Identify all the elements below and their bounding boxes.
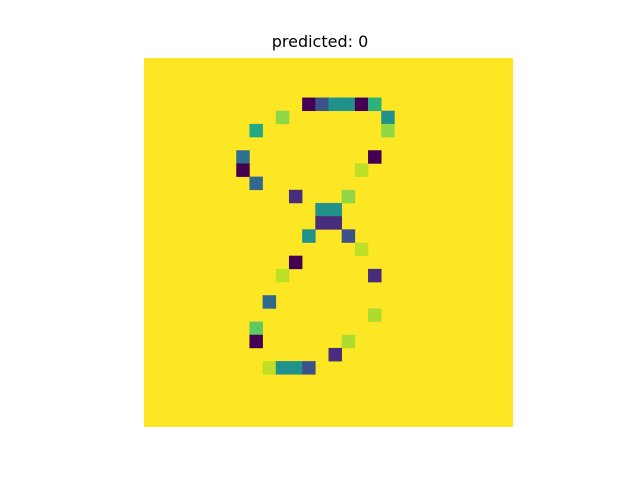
heatmap-cell (236, 163, 250, 177)
heatmap-cell (368, 308, 382, 322)
heatmap-background (144, 58, 513, 427)
heatmap-cell (341, 334, 356, 349)
heatmap-cell (275, 110, 290, 125)
heatmap-cell (341, 189, 356, 204)
heatmap-cell (315, 216, 329, 230)
heatmap-cell (368, 150, 382, 164)
heatmap-cell (288, 255, 303, 270)
heatmap-cell (249, 123, 263, 138)
heatmap-cell (249, 176, 263, 191)
heatmap-cell (354, 97, 369, 112)
heatmap-cells (236, 97, 395, 375)
heatmap-cell (341, 229, 356, 243)
heatmap-cell (315, 97, 329, 112)
heatmap-cell (302, 229, 316, 243)
heatmap-cell (368, 97, 382, 112)
heatmap-cell (328, 347, 342, 362)
chart-title: predicted: 0 (271, 32, 369, 51)
heatmap-cell (354, 163, 369, 177)
heatmap-cell (288, 361, 303, 375)
heatmap-cell (302, 97, 316, 112)
heatmap-cell (368, 268, 382, 283)
heatmap-cell (302, 361, 316, 375)
heatmap-cell (275, 268, 290, 283)
heatmap-cell (341, 97, 356, 112)
heatmap-cell (328, 97, 342, 112)
heatmap-cell (236, 150, 250, 164)
heatmap-cell (262, 361, 277, 375)
heatmap-cell (275, 361, 290, 375)
heatmap-cell (315, 202, 329, 217)
heatmap-cell (328, 216, 342, 230)
heatmap-cell (262, 295, 277, 309)
heatmap-cell (328, 202, 342, 217)
heatmap-cell (381, 110, 395, 125)
heatmap-cell (381, 123, 395, 138)
heatmap-cell (249, 321, 263, 336)
heatmap-cell (249, 334, 263, 349)
heatmap-cell (354, 242, 369, 256)
heatmap-cell (288, 189, 303, 204)
